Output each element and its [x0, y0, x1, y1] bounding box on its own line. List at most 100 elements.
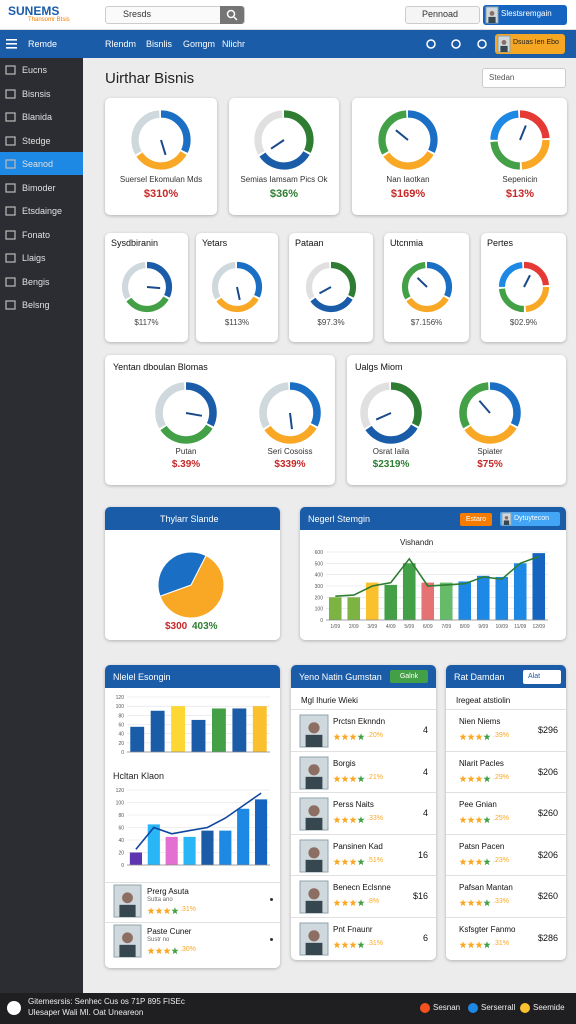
- rating-stars: [333, 733, 365, 741]
- footer-icon: [468, 1003, 478, 1013]
- gauge-ring: [401, 261, 452, 313]
- nav-item[interactable]: Bisnlis: [146, 39, 173, 49]
- lens: [226, 9, 236, 19]
- search-box[interactable]: [105, 6, 245, 24]
- row-name: Prctsn Eknndn: [333, 717, 386, 726]
- nav-icon: [426, 39, 436, 49]
- pie-pct: 403%: [192, 621, 218, 632]
- icon: [5, 276, 16, 287]
- y-tick-label: 120: [116, 788, 125, 794]
- footer-item[interactable]: Sesnan: [433, 1003, 461, 1012]
- card-title: Yeno Natin Gumstan: [299, 672, 382, 682]
- star: [163, 947, 171, 955]
- row-name: Borgis: [333, 758, 356, 768]
- gauge-ring: [378, 110, 438, 170]
- sidebar-item[interactable]: Stedge: [22, 135, 51, 146]
- header-button[interactable]: [500, 512, 560, 526]
- nav-item[interactable]: Rlendm: [105, 39, 137, 49]
- avatar-head: [122, 932, 133, 944]
- sidebar-item[interactable]: Bimoder: [22, 182, 56, 193]
- divider: [446, 792, 566, 793]
- star: [341, 899, 349, 907]
- more-dot: [270, 898, 273, 901]
- gauge-ring: [131, 110, 191, 170]
- divider: [291, 916, 436, 918]
- y-tick-label: 40: [118, 838, 124, 844]
- divider: [446, 916, 566, 918]
- row-sub: .8%: [367, 898, 380, 905]
- icon-ring: [477, 39, 487, 49]
- sidebar-item[interactable]: Eucns: [22, 65, 48, 75]
- avatar: [113, 884, 142, 918]
- gauge-ring: [121, 261, 172, 313]
- bar: [439, 582, 453, 620]
- panel-value: $339%: [274, 459, 306, 470]
- star: [349, 733, 357, 741]
- badge: Galnk: [390, 670, 428, 683]
- sidebar-item[interactable]: Llaigs: [22, 253, 46, 263]
- panel-title: Ualgs Miom: [355, 362, 403, 372]
- menu-line: [6, 47, 17, 49]
- sidebar-item[interactable]: Seanod: [22, 159, 54, 169]
- y-tick-label: 20: [118, 851, 124, 857]
- gauge-icon: [378, 110, 438, 170]
- star: [357, 733, 365, 741]
- star: [171, 947, 179, 955]
- row-name: Perss Naits: [333, 800, 374, 809]
- sidebar-item[interactable]: Etsdainge: [22, 206, 63, 216]
- footer-item[interactable]: Serserrall: [481, 1003, 516, 1012]
- star: [357, 899, 365, 907]
- gauge-center: [511, 274, 536, 300]
- kpi-value: $113%: [224, 318, 250, 327]
- gauge-ring: [401, 261, 452, 313]
- dropdown[interactable]: [405, 6, 480, 24]
- user-text: Dsuas Ien Ebo: [513, 39, 559, 46]
- sidebar-item[interactable]: Bisnsis: [22, 88, 51, 99]
- bar: [147, 824, 160, 865]
- person-name: Prerg Asuta: [147, 887, 189, 896]
- nav-item[interactable]: Nlichr: [222, 39, 246, 49]
- gauge-icon: [401, 261, 452, 313]
- gauge-needle: [416, 277, 428, 288]
- star: [475, 899, 483, 907]
- sidebar-item[interactable]: Belsng: [22, 300, 50, 310]
- row-sub: .29%: [493, 773, 509, 781]
- row-name: Patsn Pacen: [459, 841, 505, 851]
- y-tick-label: 500: [315, 561, 324, 567]
- header-dropdown[interactable]: Alat: [523, 670, 561, 684]
- bar-chart: 0 100 200 300 400 500 600 1/09 2/09 3/09 4/09 5/09 6…: [315, 550, 548, 630]
- avatar-head: [489, 11, 495, 16]
- avatar-body: [119, 904, 136, 917]
- star: [483, 857, 491, 865]
- row-sub: .25%: [493, 815, 509, 822]
- star: [349, 940, 357, 948]
- trend-line: [335, 555, 540, 597]
- nav-item[interactable]: Gomgm: [183, 39, 216, 49]
- menu-icon: [6, 39, 17, 49]
- avatar-body: [305, 734, 323, 747]
- sidebar-item[interactable]: Blanida: [22, 112, 53, 122]
- card: [446, 665, 566, 960]
- sidebar-item[interactable]: Bengis: [22, 276, 50, 287]
- divider: [446, 875, 566, 876]
- sidebar-icon: [5, 65, 16, 75]
- account-button[interactable]: [483, 5, 567, 25]
- avatar-body: [305, 942, 323, 955]
- nav-brand[interactable]: Remde: [28, 39, 58, 49]
- search-button[interactable]: [220, 6, 244, 24]
- footer-item[interactable]: Seemide: [533, 1003, 565, 1012]
- bar: [219, 830, 232, 865]
- sidebar-icon: [5, 88, 16, 99]
- rating-stars: [147, 947, 179, 955]
- page-search[interactable]: [482, 68, 566, 88]
- icon: [5, 300, 16, 310]
- user-button[interactable]: [495, 34, 565, 54]
- rating-stars: [147, 907, 179, 915]
- kpi-title: Yetars: [202, 238, 228, 248]
- row-value: $16: [412, 891, 428, 901]
- gauge-needle: [270, 139, 285, 150]
- sidebar-item[interactable]: Fonato: [22, 229, 51, 240]
- person-name: Paste Cuner: [147, 927, 192, 936]
- bar: [384, 584, 398, 620]
- rating-stars: [459, 774, 491, 782]
